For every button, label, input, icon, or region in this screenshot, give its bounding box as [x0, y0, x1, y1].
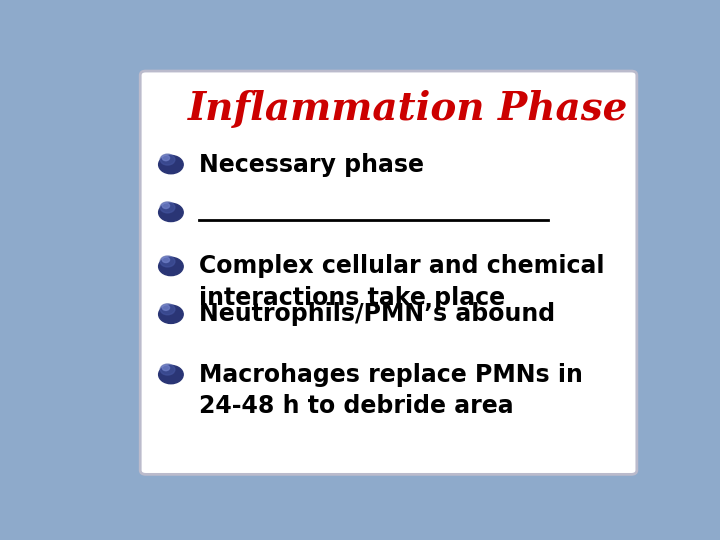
Circle shape	[158, 366, 183, 384]
Text: 24-48 h to debride area: 24-48 h to debride area	[199, 394, 513, 418]
Circle shape	[158, 203, 183, 221]
Text: Inflammation Phase: Inflammation Phase	[188, 90, 628, 128]
Text: Complex cellular and chemical: Complex cellular and chemical	[199, 254, 604, 279]
Circle shape	[162, 155, 170, 161]
Circle shape	[158, 305, 183, 323]
Circle shape	[162, 365, 170, 370]
Text: interactions take place: interactions take place	[199, 286, 505, 309]
Text: Macrohages replace PMNs in: Macrohages replace PMNs in	[199, 362, 582, 387]
Text: Necessary phase: Necessary phase	[199, 153, 424, 177]
Circle shape	[160, 364, 175, 375]
Circle shape	[160, 304, 175, 315]
Circle shape	[158, 258, 183, 275]
Circle shape	[160, 256, 175, 267]
Text: Neutrophils/PMN’s abound: Neutrophils/PMN’s abound	[199, 302, 555, 326]
Circle shape	[162, 203, 170, 208]
Circle shape	[160, 154, 175, 165]
Circle shape	[160, 202, 175, 213]
Circle shape	[162, 305, 170, 310]
FancyBboxPatch shape	[140, 71, 637, 474]
Circle shape	[158, 156, 183, 174]
Circle shape	[162, 257, 170, 262]
